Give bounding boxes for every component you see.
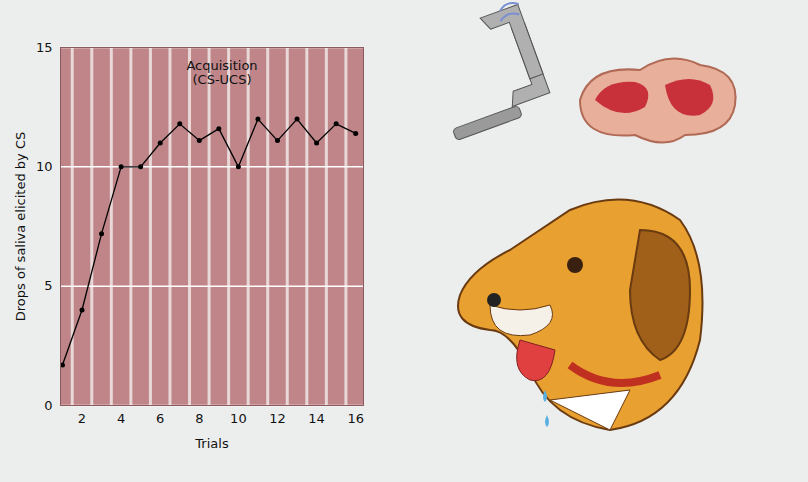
svg-text:10: 10 <box>230 411 247 426</box>
svg-text:4: 4 <box>117 411 125 426</box>
svg-text:0: 0 <box>44 398 52 413</box>
svg-text:12: 12 <box>269 411 286 426</box>
svg-text:16: 16 <box>347 411 364 426</box>
svg-text:Drops of saliva elicited by CS: Drops of saliva elicited by CS <box>13 132 28 321</box>
svg-text:5: 5 <box>44 278 52 293</box>
svg-text:8: 8 <box>195 411 203 426</box>
svg-text:10: 10 <box>36 159 53 174</box>
svg-text:Trials: Trials <box>194 436 229 451</box>
svg-text:6: 6 <box>156 411 164 426</box>
svg-text:14: 14 <box>308 411 325 426</box>
svg-text:15: 15 <box>36 40 53 55</box>
svg-text:2: 2 <box>78 411 86 426</box>
svg-text:Acquisition(CS-UCS): Acquisition(CS-UCS) <box>186 58 257 87</box>
